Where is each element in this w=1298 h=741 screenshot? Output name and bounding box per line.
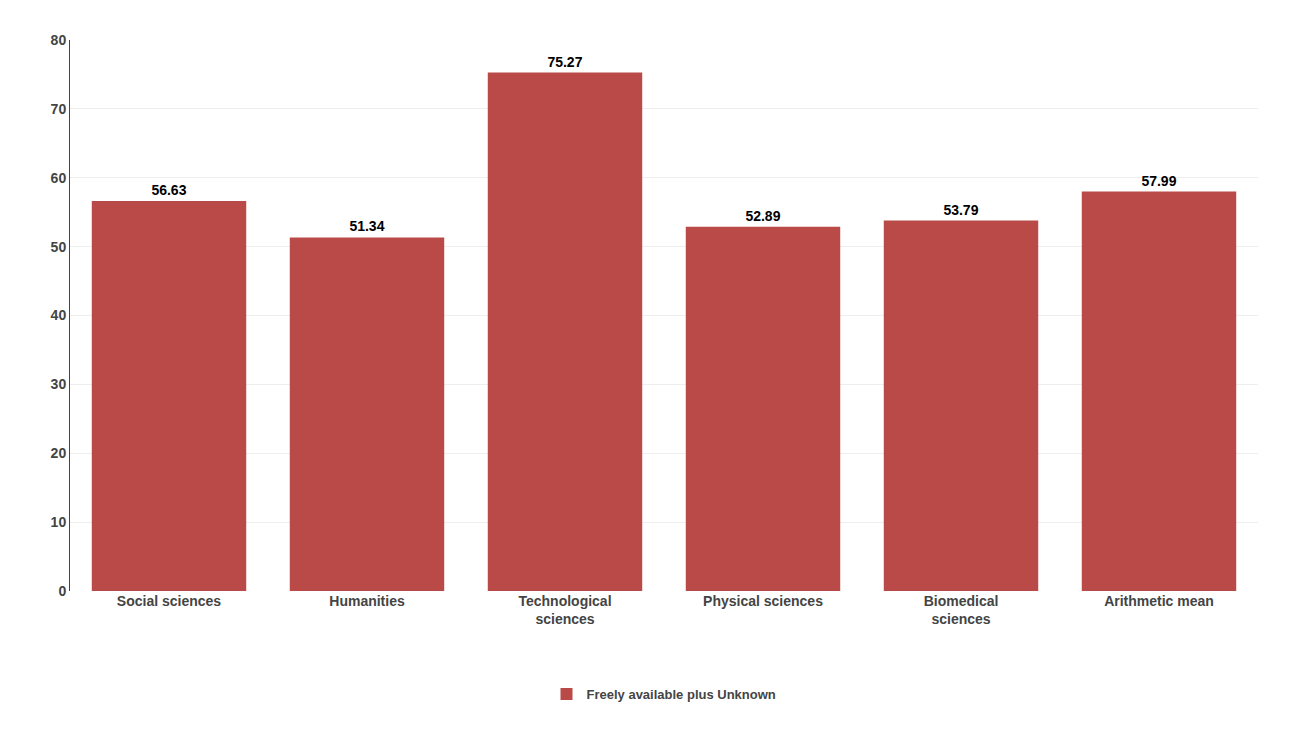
svg-text:Arithmetic mean: Arithmetic mean: [1104, 593, 1214, 609]
svg-text:50: 50: [51, 239, 67, 255]
svg-text:0: 0: [58, 583, 66, 599]
svg-text:10: 10: [51, 514, 67, 530]
svg-text:70: 70: [51, 101, 67, 117]
svg-text:40: 40: [51, 307, 67, 323]
svg-text:Technologicalsciences: Technologicalsciences: [518, 593, 611, 627]
svg-text:60: 60: [51, 170, 67, 186]
svg-text:56.63: 56.63: [151, 182, 186, 198]
svg-text:51.34: 51.34: [349, 218, 384, 234]
svg-text:Freely available plus Unknown: Freely available plus Unknown: [587, 687, 776, 702]
svg-text:52.89: 52.89: [745, 208, 780, 224]
svg-text:Humanities: Humanities: [329, 593, 405, 609]
svg-text:57.99: 57.99: [1141, 173, 1176, 189]
svg-text:75.27: 75.27: [547, 54, 582, 70]
svg-text:20: 20: [51, 445, 67, 461]
svg-text:Social sciences: Social sciences: [117, 593, 222, 609]
svg-text:30: 30: [51, 376, 67, 392]
svg-text:80: 80: [51, 32, 67, 48]
svg-text:53.79: 53.79: [943, 202, 978, 218]
svg-text:Biomedicalsciences: Biomedicalsciences: [924, 593, 999, 627]
svg-text:Physical sciences: Physical sciences: [703, 593, 823, 609]
